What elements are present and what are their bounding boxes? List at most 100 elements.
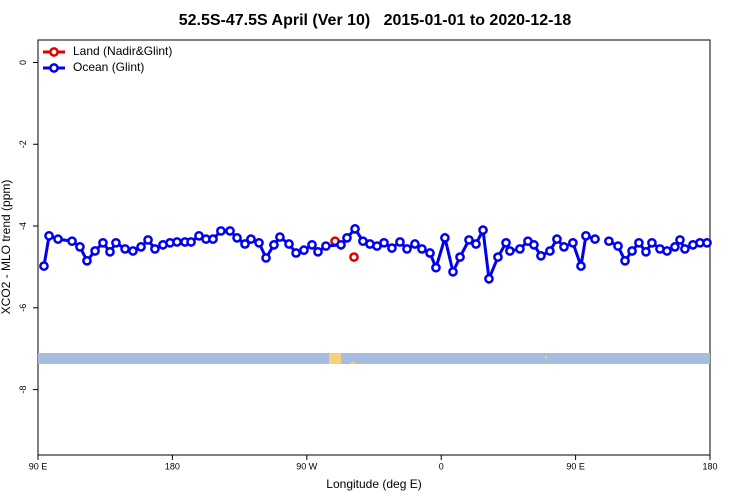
data-point <box>670 242 680 252</box>
data-point <box>680 244 690 254</box>
data-point <box>647 237 657 248</box>
legend-marker <box>49 63 59 73</box>
data-point <box>254 237 264 248</box>
y-tick-label: -8 <box>18 386 28 394</box>
data-point <box>613 241 623 251</box>
data-point <box>515 244 525 254</box>
data-point <box>44 230 54 241</box>
data-point <box>634 237 644 248</box>
data-point <box>75 242 85 252</box>
data-point <box>321 241 331 251</box>
data-point <box>269 239 279 250</box>
data-point <box>581 230 591 241</box>
x-axis-label: Longitude (deg E) <box>326 477 421 491</box>
data-point <box>350 224 360 234</box>
data-point <box>576 261 586 271</box>
y-tick-label: -4 <box>18 222 28 230</box>
data-point <box>261 253 271 263</box>
data-point <box>39 261 49 271</box>
data-point <box>410 239 420 249</box>
data-point <box>478 225 488 235</box>
x-tick-label: 0 <box>439 461 444 471</box>
data-point <box>307 239 317 250</box>
x-tick-label: 180 <box>702 461 717 471</box>
data-point <box>208 234 218 244</box>
data-point <box>111 237 121 248</box>
land-strip <box>545 356 547 358</box>
data-point <box>455 252 465 262</box>
data-point <box>641 246 651 257</box>
data-point <box>471 239 481 249</box>
x-tick-label: 90 E <box>29 461 48 471</box>
data-point <box>240 239 250 249</box>
data-point <box>702 237 712 248</box>
data-point <box>284 239 294 249</box>
data-point <box>336 239 346 250</box>
data-point <box>464 235 474 245</box>
x-tick-label: 90 E <box>566 461 585 471</box>
data-point <box>275 232 285 242</box>
data-point <box>604 236 614 247</box>
data-point <box>246 234 256 244</box>
x-tick-label: 180 <box>165 461 180 471</box>
legend-label: Ocean (Glint) <box>73 60 144 74</box>
data-point <box>627 246 637 256</box>
data-point <box>143 235 153 245</box>
data-point <box>545 246 555 256</box>
chart-title: 52.5S-47.5S April (Ver 10) 2015-01-01 to… <box>179 12 572 29</box>
data-point <box>299 245 309 256</box>
data-point <box>425 248 435 258</box>
data-point <box>440 233 450 243</box>
data-point <box>484 273 494 284</box>
data-point <box>349 252 359 262</box>
data-point <box>536 251 546 261</box>
data-point <box>395 237 405 247</box>
data-point <box>82 255 92 266</box>
data-point <box>620 255 630 266</box>
data-point <box>675 235 685 245</box>
data-point <box>98 237 108 248</box>
data-point <box>291 248 301 258</box>
y-tick-label: -2 <box>18 140 28 148</box>
data-point <box>342 233 352 243</box>
data-point <box>136 242 146 252</box>
data-point <box>186 237 196 247</box>
data-point <box>216 226 226 236</box>
legend: Land (Nadir&Glint) Ocean (Glint) <box>43 44 172 74</box>
data-point <box>313 246 323 257</box>
data-point <box>128 246 138 256</box>
legend-label: Land (Nadir&Glint) <box>73 44 172 58</box>
data-point <box>402 244 412 254</box>
legend-marker <box>49 47 59 57</box>
data-point <box>379 237 389 248</box>
data-point <box>225 226 235 236</box>
data-point <box>568 237 578 248</box>
y-tick-label: -6 <box>18 304 28 312</box>
land-strip <box>351 362 355 364</box>
data-point <box>662 246 672 256</box>
data-point <box>387 243 397 253</box>
series-line <box>42 225 708 285</box>
data-point <box>67 236 77 247</box>
data-point <box>232 233 242 243</box>
y-axis-label: XCO2 - MLO trend (ppm) <box>0 180 13 315</box>
land-strip <box>329 353 341 364</box>
data-point <box>559 242 569 252</box>
x-tick-label: 90 W <box>296 461 318 471</box>
data-point <box>590 234 600 244</box>
data-point <box>505 246 515 256</box>
data-point <box>53 234 63 244</box>
data-point <box>501 237 511 248</box>
y-tick-label: 0 <box>18 60 28 65</box>
data-point <box>493 252 503 262</box>
data-point <box>172 237 182 247</box>
data-point <box>90 246 100 256</box>
data-point <box>120 244 130 254</box>
data-point <box>529 239 539 250</box>
data-point <box>552 234 562 244</box>
surface-strip <box>38 353 710 364</box>
data-point <box>105 246 115 257</box>
data-point <box>431 262 441 273</box>
data-point <box>150 244 160 254</box>
